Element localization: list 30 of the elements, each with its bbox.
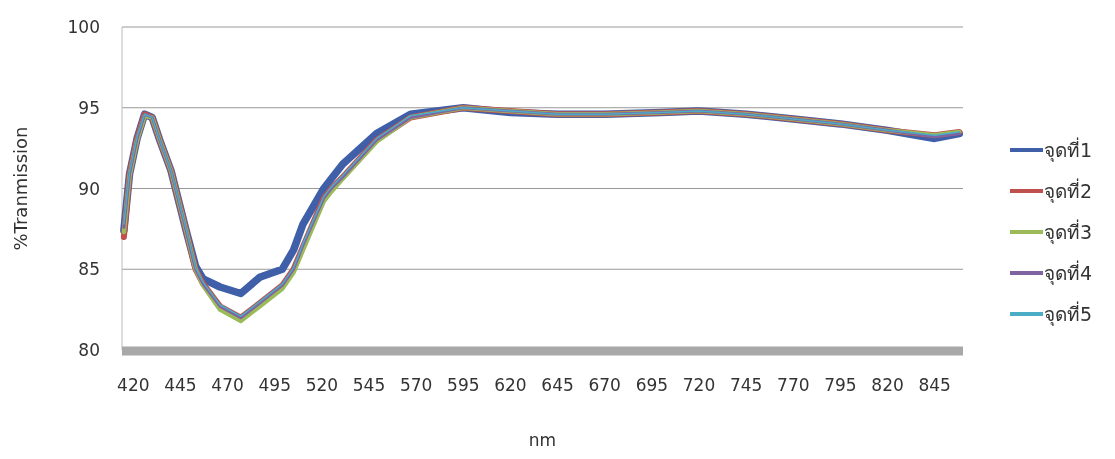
x-tick-label: 445 — [164, 375, 197, 395]
x-tick-label: 470 — [211, 375, 244, 395]
y-tick-label: 85 — [78, 259, 100, 280]
legend-label: จุดที่2 — [1044, 178, 1093, 204]
x-tick-label: 820 — [871, 375, 904, 395]
x-tick-label: 770 — [777, 375, 810, 395]
x-tick-label: 645 — [541, 375, 574, 395]
y-tick-label: 80 — [78, 340, 100, 360]
y-tick-label: 90 — [78, 178, 100, 199]
legend-label: จุดที่1 — [1044, 137, 1093, 163]
x-tick-label: 795 — [824, 375, 857, 395]
x-tick-label: 545 — [352, 375, 386, 395]
x-axis-title: nm — [528, 430, 557, 450]
x-tick-label: 595 — [447, 375, 480, 395]
x-tick-label: 720 — [682, 375, 716, 395]
x-tick-label: 495 — [258, 375, 291, 395]
legend-label: จุดที่4 — [1044, 260, 1093, 286]
x-tick-label: 570 — [399, 375, 433, 395]
x-tick-label: 420 — [117, 375, 150, 395]
x-tick-label: 845 — [918, 375, 951, 395]
legend-label: จุดที่3 — [1044, 219, 1093, 245]
x-tick-label: 620 — [494, 375, 527, 395]
x-tick-label: 670 — [588, 375, 621, 395]
x-tick-label: 745 — [729, 375, 763, 395]
x-tick-label: 520 — [305, 375, 339, 395]
y-axis-title: %Tranmission — [10, 126, 31, 251]
x-tick-label: 695 — [635, 375, 669, 395]
legend-label: จุดที่5 — [1044, 301, 1093, 327]
y-tick-label: 95 — [78, 97, 100, 118]
y-tick-label: 100 — [67, 17, 100, 37]
